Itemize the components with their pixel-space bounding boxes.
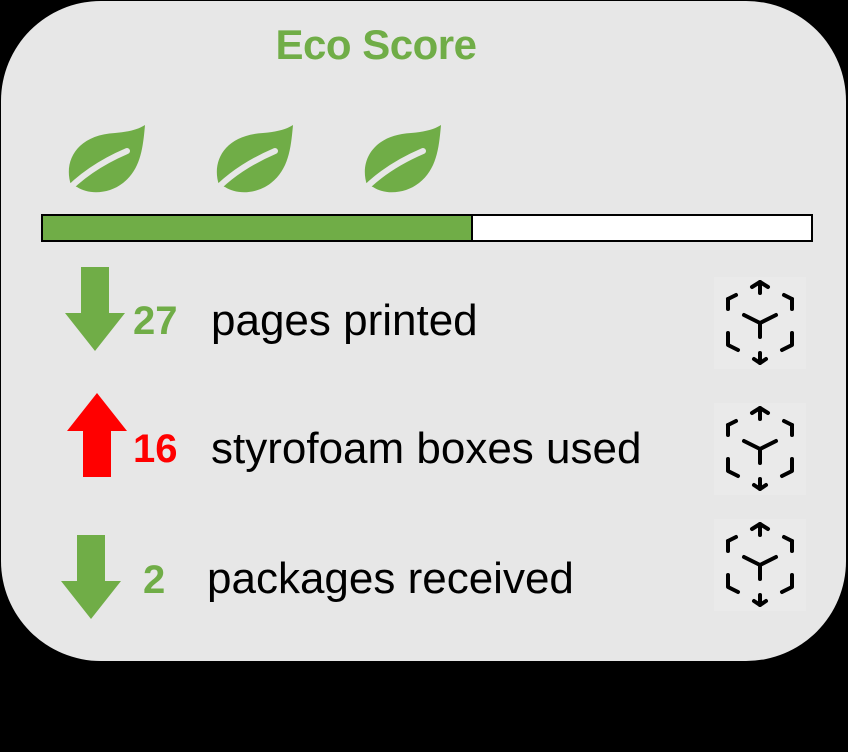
arrow-down-icon bbox=[61, 535, 121, 619]
metric-label: styrofoam boxes used bbox=[211, 424, 642, 473]
arrow-up-icon bbox=[67, 393, 127, 477]
box-outline-icon bbox=[714, 403, 806, 495]
box-outline-icon bbox=[714, 277, 806, 369]
card-title: Eco Score bbox=[275, 21, 477, 68]
leaf-icon bbox=[356, 125, 441, 197]
metric-label: pages printed bbox=[211, 296, 478, 345]
arrow-down-icon bbox=[65, 267, 125, 351]
box-outline-icon bbox=[714, 519, 806, 611]
eco-score-progress-fill bbox=[43, 216, 474, 240]
leaf-icon bbox=[208, 125, 293, 197]
metric-value: 2 bbox=[143, 558, 166, 602]
metric-label: packages received bbox=[207, 554, 574, 603]
eco-score-card: Eco Score 27 pages printed 16 styrofo bbox=[1, 1, 846, 661]
eco-score-progress-bar bbox=[41, 214, 813, 242]
metric-value: 16 bbox=[133, 427, 178, 471]
metric-value: 27 bbox=[133, 299, 178, 343]
leaf-icon bbox=[60, 125, 145, 197]
